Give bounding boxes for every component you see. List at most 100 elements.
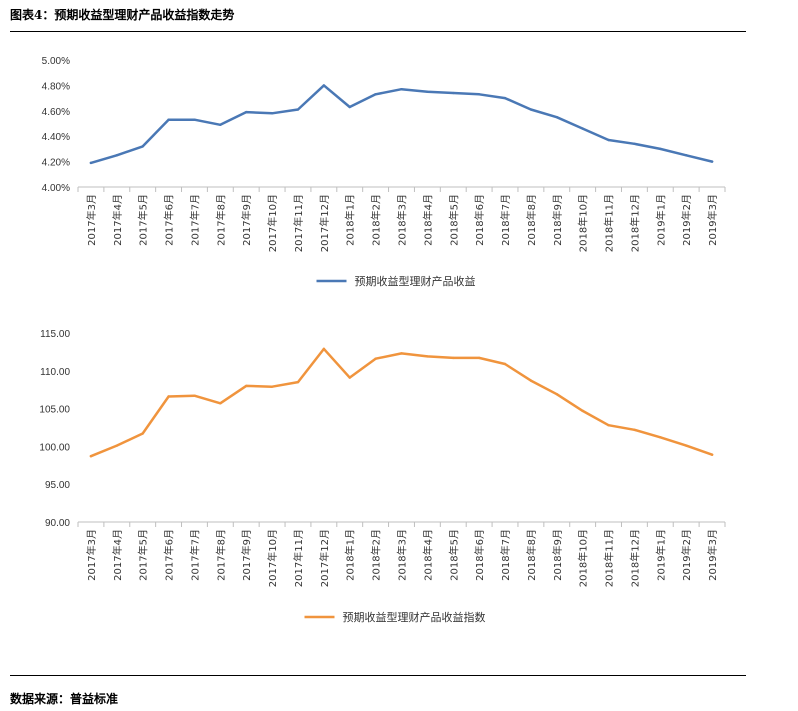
data-point	[322, 84, 326, 87]
legend-label: 预期收益型理财产品收益	[355, 274, 476, 288]
x-tick-label: 2018年9月	[551, 529, 564, 581]
data-point	[607, 424, 610, 427]
x-tick-label: 2018年1月	[344, 194, 357, 246]
data-point	[89, 455, 93, 458]
x-tick-label: 2017年8月	[214, 529, 227, 581]
x-tick-label: 2017年7月	[188, 194, 201, 246]
data-point	[193, 118, 196, 121]
x-tick-label: 2017年5月	[137, 529, 150, 581]
data-point	[529, 379, 533, 382]
x-tick-label: 2019年3月	[706, 194, 719, 246]
data-point	[322, 347, 326, 351]
data-point	[141, 145, 144, 148]
data-point	[89, 161, 93, 165]
x-tick-label: 2017年10月	[266, 194, 279, 252]
legend-label: 预期收益型理财产品收益指数	[343, 610, 486, 624]
x-tick-label: 2017年3月	[85, 194, 98, 246]
x-tick-label: 2018年10月	[577, 529, 590, 587]
data-point	[529, 108, 533, 111]
x-tick-label: 2018年3月	[396, 529, 409, 581]
data-point	[296, 380, 300, 384]
x-tick-label: 2018年12月	[628, 529, 641, 587]
top-rule	[10, 31, 746, 32]
y-tick-label: 5.00%	[42, 56, 70, 67]
data-point	[452, 91, 455, 95]
series-line	[89, 347, 714, 458]
data-point	[477, 93, 481, 96]
data-point	[270, 385, 274, 388]
x-tick-label: 2018年2月	[370, 194, 383, 246]
x-tick-label: 2018年6月	[473, 529, 486, 581]
data-point	[374, 93, 377, 96]
x-tick-label: 2018年7月	[499, 529, 512, 581]
x-tick-label: 2017年8月	[214, 194, 227, 246]
data-point	[710, 160, 714, 163]
y-tick-label: 4.80%	[42, 81, 70, 92]
data-point	[503, 96, 507, 100]
x-tick-label: 2017年3月	[85, 529, 98, 581]
y-tick-label: 100.00	[39, 442, 70, 453]
x-tick-label: 2018年5月	[447, 529, 460, 581]
y-tick-label: 110.00	[40, 367, 70, 378]
data-point	[581, 409, 584, 413]
data-point	[684, 444, 688, 447]
y-tick-label: 115.00	[40, 329, 70, 340]
data-point	[426, 90, 429, 93]
figure-title: 图表4：预期收益型理财产品收益指数走势	[10, 8, 235, 22]
x-tick-label: 2017年4月	[111, 194, 124, 246]
x-tick-label: 2018年4月	[421, 194, 434, 246]
x-tick-label: 2019年3月	[706, 529, 719, 581]
x-tick-label: 2018年2月	[370, 529, 383, 581]
data-point	[555, 393, 558, 396]
data-point	[115, 444, 119, 447]
data-point	[193, 394, 196, 397]
data-point	[167, 118, 170, 121]
x-tick-label: 2018年4月	[421, 529, 434, 581]
data-point	[710, 453, 714, 456]
data-point	[477, 356, 481, 360]
x-tick-label: 2017年4月	[111, 529, 124, 581]
data-point	[296, 108, 300, 111]
data-point	[219, 123, 222, 126]
data-point	[633, 428, 636, 431]
data-point	[426, 355, 429, 358]
x-tick-label: 2018年10月	[577, 194, 590, 252]
x-tick-label: 2018年5月	[447, 194, 460, 246]
data-point	[555, 115, 558, 119]
x-tick-label: 2017年10月	[266, 529, 279, 587]
x-tick-label: 2018年6月	[473, 194, 486, 246]
data-point	[684, 154, 688, 157]
x-tick-label: 2018年9月	[551, 194, 564, 246]
data-point	[400, 352, 403, 355]
chart-2: 90.00 95.00 100.00 105.00 110.00 115.00 2017年3…	[39, 329, 726, 624]
data-point	[452, 356, 455, 360]
x-tick-label: 2017年5月	[137, 194, 150, 246]
x-tick-label: 2017年9月	[240, 529, 253, 581]
data-point	[633, 142, 636, 146]
data-point	[503, 362, 507, 366]
x-tick-label: 2019年2月	[680, 194, 693, 246]
bottom-rule	[10, 675, 746, 676]
data-point	[581, 127, 584, 130]
data-source: 数据来源：普益标准	[10, 692, 119, 706]
data-point	[400, 88, 403, 91]
x-tick-label: 2018年11月	[603, 529, 616, 587]
y-tick-label: 4.40%	[42, 132, 70, 143]
x-tick-label: 2018年11月	[603, 194, 616, 252]
data-point	[245, 384, 248, 388]
x-tick-label: 2017年6月	[163, 194, 176, 246]
x-tick-label: 2018年1月	[344, 529, 357, 581]
y-tick-label: 95.00	[45, 480, 70, 491]
x-tick-label: 2018年12月	[628, 194, 641, 252]
y-tick-label: 4.20%	[42, 158, 70, 169]
data-point	[115, 154, 119, 157]
series-line	[89, 84, 714, 165]
data-point	[141, 432, 144, 435]
data-point	[348, 376, 351, 379]
x-tick-label: 2017年12月	[318, 194, 331, 252]
data-point	[659, 147, 662, 151]
y-tick-label: 105.00	[39, 405, 70, 416]
data-point	[374, 357, 377, 360]
data-point	[167, 395, 170, 398]
